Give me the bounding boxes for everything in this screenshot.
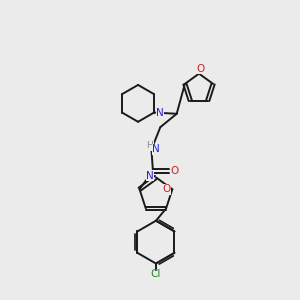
Text: H: H [147,141,153,150]
Text: N: N [146,171,154,181]
Text: N: N [152,144,160,154]
Text: O: O [170,166,179,176]
Text: Cl: Cl [151,269,161,279]
Text: O: O [162,184,170,194]
Text: N: N [156,108,164,118]
Text: O: O [196,64,204,74]
